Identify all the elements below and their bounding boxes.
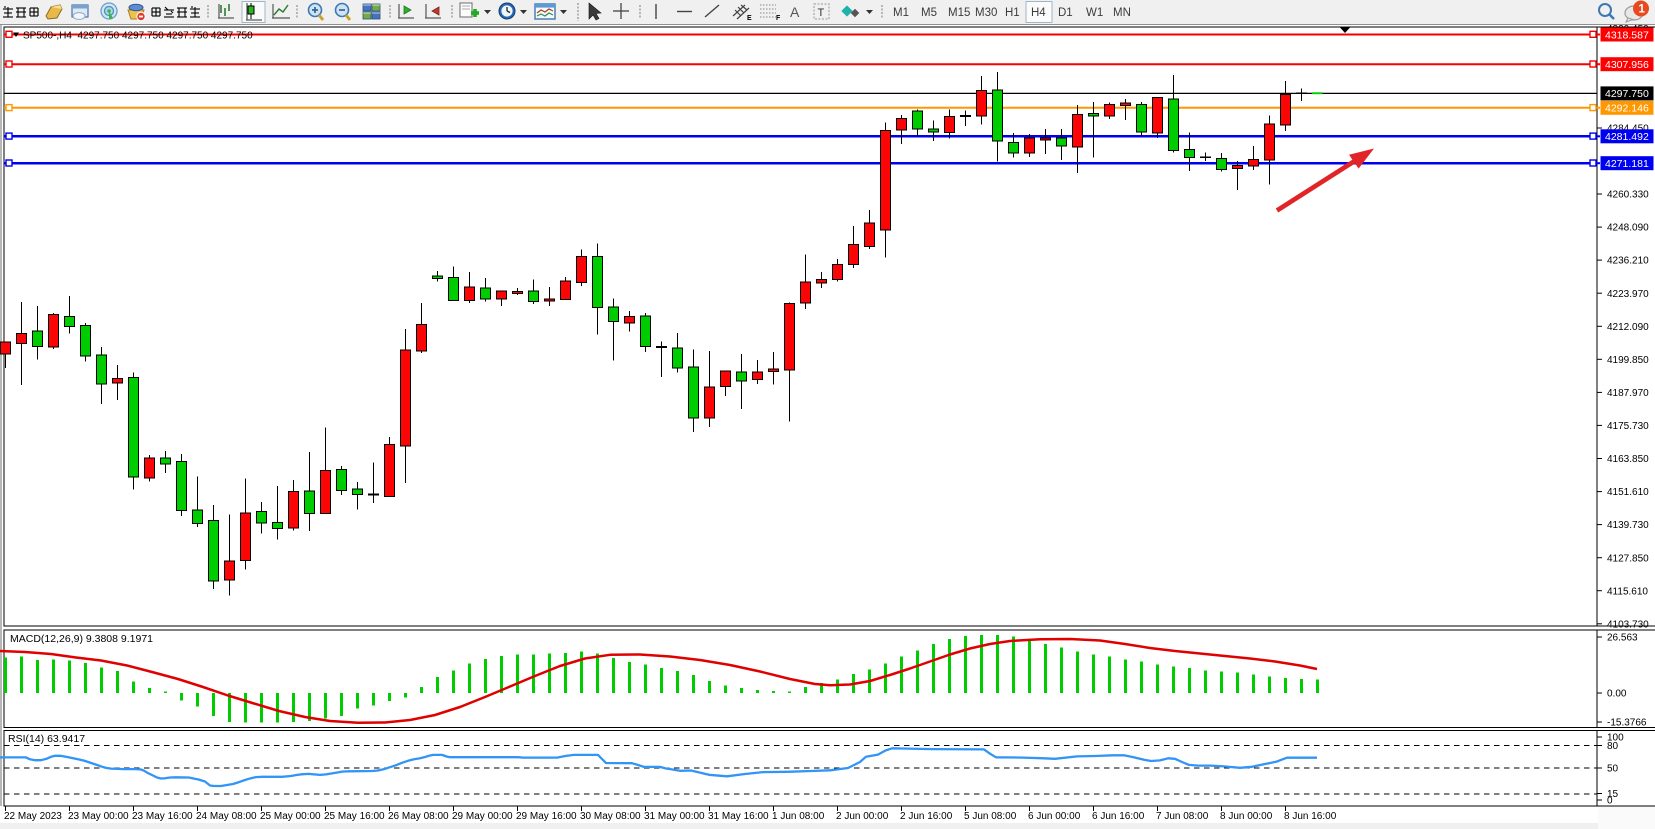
svg-text:4187.970: 4187.970 <box>1607 388 1649 399</box>
svg-text:6 Jun 00:00: 6 Jun 00:00 <box>1028 811 1081 822</box>
svg-text:4115.610: 4115.610 <box>1607 586 1648 597</box>
svg-text:D1: D1 <box>1058 7 1073 19</box>
svg-text:23 May 16:00: 23 May 16:00 <box>132 811 193 822</box>
svg-text:22 May 2023: 22 May 2023 <box>4 811 62 822</box>
svg-text:50: 50 <box>1607 764 1619 775</box>
svg-text:H1: H1 <box>1005 7 1020 19</box>
svg-text:M15: M15 <box>948 7 970 19</box>
svg-text:4199.850: 4199.850 <box>1607 355 1649 366</box>
svg-text:4103.730: 4103.730 <box>1607 619 1649 630</box>
svg-text:RSI(14) 63.9417: RSI(14) 63.9417 <box>8 733 85 745</box>
svg-text:4223.970: 4223.970 <box>1607 289 1649 300</box>
svg-text:4297.750: 4297.750 <box>1605 88 1649 100</box>
svg-text:4236.210: 4236.210 <box>1607 256 1649 267</box>
svg-text:4284.450: 4284.450 <box>1607 124 1649 135</box>
svg-text:4248.090: 4248.090 <box>1607 223 1649 234</box>
svg-text:31 May 00:00: 31 May 00:00 <box>644 811 705 822</box>
svg-text:15: 15 <box>1607 789 1619 800</box>
svg-text:0: 0 <box>1607 796 1613 807</box>
svg-text:25 May 00:00: 25 May 00:00 <box>260 811 321 822</box>
svg-text:M30: M30 <box>975 7 997 19</box>
svg-text:4212.090: 4212.090 <box>1607 322 1649 333</box>
svg-text:8 Jun 16:00: 8 Jun 16:00 <box>1284 811 1337 822</box>
svg-text:0.00: 0.00 <box>1607 689 1627 700</box>
svg-text:E: E <box>747 15 752 22</box>
svg-text:2 Jun 00:00: 2 Jun 00:00 <box>836 811 889 822</box>
svg-text:24 May 08:00: 24 May 08:00 <box>196 811 257 822</box>
svg-text:29 May 16:00: 29 May 16:00 <box>516 811 577 822</box>
svg-text:H4: H4 <box>1031 7 1046 19</box>
svg-text:26 May 08:00: 26 May 08:00 <box>388 811 449 822</box>
svg-text:29 May 00:00: 29 May 00:00 <box>452 811 513 822</box>
svg-text:5 Jun 08:00: 5 Jun 08:00 <box>964 811 1017 822</box>
svg-text:4318.587: 4318.587 <box>1605 29 1649 41</box>
svg-text:4175.730: 4175.730 <box>1607 421 1649 432</box>
svg-text:M1: M1 <box>893 7 909 19</box>
svg-text:7 Jun 08:00: 7 Jun 08:00 <box>1156 811 1209 822</box>
svg-text:W1: W1 <box>1086 7 1103 19</box>
svg-text:4292.146: 4292.146 <box>1605 103 1649 115</box>
svg-text:23 May 00:00: 23 May 00:00 <box>68 811 129 822</box>
svg-text:80: 80 <box>1607 741 1619 752</box>
svg-text:T: T <box>818 7 825 19</box>
svg-text:A: A <box>790 4 800 20</box>
svg-text:31 May 16:00: 31 May 16:00 <box>708 811 769 822</box>
svg-text:2 Jun 16:00: 2 Jun 16:00 <box>900 811 953 822</box>
svg-text:4163.850: 4163.850 <box>1607 454 1649 465</box>
svg-text:4271.181: 4271.181 <box>1605 158 1649 170</box>
svg-text:4260.330: 4260.330 <box>1607 190 1649 201</box>
svg-text:MACD(12,26,9) 9.3808 9.1971: MACD(12,26,9) 9.3808 9.1971 <box>10 633 153 645</box>
svg-text:4139.730: 4139.730 <box>1607 520 1649 531</box>
svg-text:-15.3766: -15.3766 <box>1607 718 1647 729</box>
svg-text:MN: MN <box>1113 7 1131 19</box>
svg-text:100: 100 <box>1607 733 1624 744</box>
svg-text:30 May 08:00: 30 May 08:00 <box>580 811 641 822</box>
svg-text:1 Jun 08:00: 1 Jun 08:00 <box>772 811 825 822</box>
svg-text:SP500-,H4 4297.750 4297.750 4: SP500-,H4 4297.750 4297.750 4297.750 429… <box>23 31 253 42</box>
svg-text:1: 1 <box>1639 4 1646 16</box>
svg-text:8 Jun 00:00: 8 Jun 00:00 <box>1220 811 1273 822</box>
svg-text:4307.956: 4307.956 <box>1605 59 1649 71</box>
svg-text:26.563: 26.563 <box>1607 633 1638 644</box>
svg-text:F: F <box>776 15 781 22</box>
svg-text:4151.610: 4151.610 <box>1607 487 1649 498</box>
svg-text:6 Jun 16:00: 6 Jun 16:00 <box>1092 811 1145 822</box>
svg-text:25 May 16:00: 25 May 16:00 <box>324 811 385 822</box>
svg-text:M5: M5 <box>921 7 937 19</box>
svg-text:4127.850: 4127.850 <box>1607 553 1649 564</box>
svg-text:4281.492: 4281.492 <box>1605 131 1649 143</box>
